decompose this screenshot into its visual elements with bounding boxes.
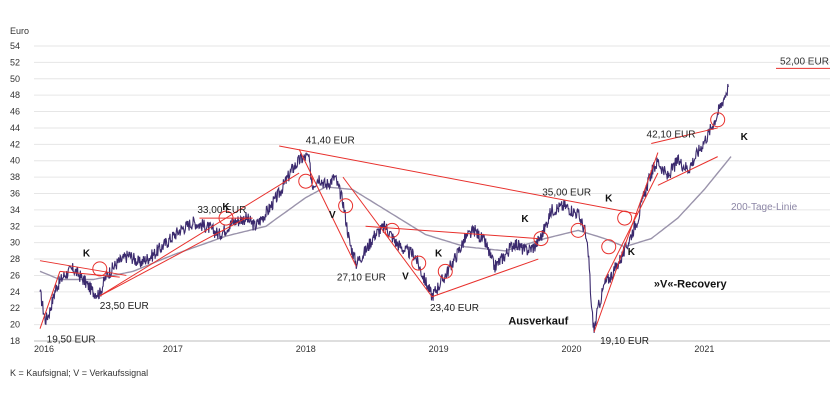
signal-label: K bbox=[521, 214, 529, 225]
trendlines bbox=[39, 127, 718, 333]
trendline bbox=[431, 258, 539, 298]
trendline bbox=[298, 149, 357, 267]
price-label: 42,10 EUR bbox=[647, 130, 696, 141]
x-tick-label: 2020 bbox=[562, 344, 582, 354]
signal-label: K bbox=[628, 247, 636, 258]
y-tick-label: 24 bbox=[10, 287, 20, 297]
y-tick-label: 44 bbox=[10, 123, 20, 133]
trendline bbox=[99, 217, 247, 297]
y-tick-label: 48 bbox=[10, 90, 20, 100]
x-tick-label: 2021 bbox=[694, 344, 714, 354]
trendline bbox=[39, 260, 127, 276]
y-tick-label: 28 bbox=[10, 254, 20, 264]
y-tick-label: 40 bbox=[10, 156, 20, 166]
grid-lines bbox=[34, 45, 830, 342]
signal-circle bbox=[218, 210, 234, 226]
signal-circle bbox=[710, 112, 726, 128]
signal-label: K bbox=[435, 249, 443, 260]
event-label: Ausverkauf bbox=[508, 316, 568, 328]
x-tick-label: 2017 bbox=[163, 344, 183, 354]
signal-circle bbox=[570, 222, 586, 238]
signal-label: K bbox=[222, 202, 230, 213]
y-tick-label: 30 bbox=[10, 238, 20, 248]
series-price-path bbox=[39, 83, 729, 333]
price-label: 33,00 EUR bbox=[197, 205, 246, 216]
signal-label: K bbox=[605, 194, 613, 205]
signal-circle bbox=[338, 198, 354, 214]
signal-label: V bbox=[329, 210, 336, 221]
trendline bbox=[59, 270, 120, 278]
signal-circle bbox=[298, 173, 314, 189]
y-tick-label: 22 bbox=[10, 303, 20, 313]
y-tick-label: 26 bbox=[10, 270, 20, 280]
y-tick-label: 18 bbox=[10, 336, 20, 346]
price-label: 23,40 EUR bbox=[430, 303, 479, 314]
y-tick-label: 34 bbox=[10, 205, 20, 215]
signal-label: V bbox=[402, 272, 409, 283]
y-tick-label: 32 bbox=[10, 221, 20, 231]
y-tick-label: 36 bbox=[10, 189, 20, 199]
trendline bbox=[365, 225, 539, 240]
signal-circles bbox=[92, 112, 726, 279]
event-label: »V«-Recovery bbox=[654, 279, 728, 291]
x-tick-label: 2019 bbox=[429, 344, 449, 354]
y-axis: 18 20 22 24 26 28 30 32 34 36 38 40 42 44 46 48 50 52 54 bbox=[10, 41, 20, 346]
target-label: 52,00 EUR bbox=[780, 56, 829, 67]
y-axis-unit: Euro bbox=[10, 26, 29, 36]
signal-circle bbox=[601, 239, 617, 255]
signal-circle bbox=[617, 210, 633, 226]
trendline bbox=[657, 156, 718, 186]
signal-label: K bbox=[83, 249, 91, 260]
x-axis: 2016 2017 2018 2019 2020 2021 bbox=[34, 344, 714, 354]
signal-circle bbox=[384, 222, 400, 238]
signal-circle bbox=[533, 231, 549, 247]
trendline bbox=[342, 176, 433, 298]
price-label: 19,10 EUR bbox=[600, 336, 649, 347]
y-tick-label: 54 bbox=[10, 41, 20, 51]
x-tick-label: 2018 bbox=[296, 344, 316, 354]
trendline bbox=[604, 172, 659, 280]
y-tick-label: 50 bbox=[10, 74, 20, 84]
trendline bbox=[651, 127, 718, 145]
signal-circle bbox=[92, 261, 108, 277]
trendline bbox=[99, 172, 300, 297]
footnote: K = Kaufsignal; V = Verkaufssignal bbox=[10, 368, 148, 378]
price-label: 23,50 EUR bbox=[100, 301, 149, 312]
y-tick-label: 20 bbox=[10, 320, 20, 330]
y-tick-label: 46 bbox=[10, 107, 20, 117]
annotations: 19,50 EUR 23,50 EUR 33,00 EUR 41,40 EUR 27,1… bbox=[47, 130, 798, 347]
price-label: 41,40 EUR bbox=[306, 135, 355, 146]
trendline bbox=[593, 152, 659, 333]
price-label: 27,10 EUR bbox=[337, 272, 386, 283]
signal-label: K bbox=[741, 132, 749, 143]
trendline bbox=[39, 271, 61, 329]
trendline bbox=[279, 145, 639, 215]
signal-circle bbox=[437, 263, 453, 279]
price-label: 35,00 EUR bbox=[542, 188, 591, 199]
series-price bbox=[39, 83, 729, 333]
x-tick-label: 2016 bbox=[34, 344, 54, 354]
y-tick-label: 38 bbox=[10, 172, 20, 182]
y-tick-label: 42 bbox=[10, 139, 20, 149]
ma-label: 200-Tage-Linie bbox=[731, 202, 798, 213]
y-tick-label: 52 bbox=[10, 57, 20, 67]
price-label: 19,50 EUR bbox=[47, 335, 96, 346]
signal-circle bbox=[411, 255, 427, 271]
